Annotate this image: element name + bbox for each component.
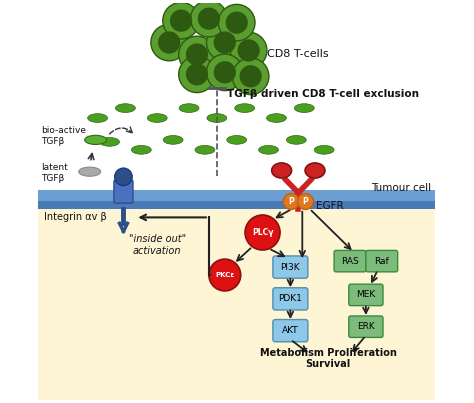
Text: PLCγ: PLCγ bbox=[252, 228, 273, 237]
Circle shape bbox=[237, 39, 260, 62]
FancyBboxPatch shape bbox=[366, 250, 398, 272]
Text: P: P bbox=[302, 197, 309, 206]
Circle shape bbox=[207, 24, 243, 61]
Circle shape bbox=[219, 4, 255, 41]
Ellipse shape bbox=[116, 104, 136, 112]
Text: "inside out"
activation: "inside out" activation bbox=[128, 235, 186, 256]
Ellipse shape bbox=[100, 137, 119, 146]
Text: bio-active
TGFβ: bio-active TGFβ bbox=[41, 126, 86, 145]
Bar bbox=[38, 3, 436, 202]
Circle shape bbox=[186, 43, 208, 66]
Text: CD8 T-cells: CD8 T-cells bbox=[266, 50, 328, 60]
Circle shape bbox=[163, 2, 200, 39]
Text: EGFR: EGFR bbox=[316, 201, 344, 211]
Ellipse shape bbox=[235, 104, 255, 112]
Circle shape bbox=[239, 65, 262, 87]
Text: AKT: AKT bbox=[282, 326, 299, 335]
Text: RAS: RAS bbox=[341, 257, 359, 266]
Ellipse shape bbox=[147, 114, 167, 123]
Text: Metabolism Proliferation
Survival: Metabolism Proliferation Survival bbox=[260, 348, 397, 369]
Circle shape bbox=[226, 12, 248, 34]
Ellipse shape bbox=[266, 114, 286, 123]
Ellipse shape bbox=[207, 114, 227, 123]
Ellipse shape bbox=[179, 104, 199, 112]
Ellipse shape bbox=[79, 167, 100, 176]
Ellipse shape bbox=[272, 163, 292, 178]
Circle shape bbox=[151, 24, 187, 61]
Circle shape bbox=[230, 32, 267, 69]
Circle shape bbox=[232, 58, 269, 95]
Ellipse shape bbox=[163, 135, 183, 144]
Circle shape bbox=[115, 168, 132, 186]
Text: ERK: ERK bbox=[357, 322, 375, 331]
Circle shape bbox=[245, 215, 280, 250]
Circle shape bbox=[179, 36, 215, 73]
Circle shape bbox=[214, 61, 236, 83]
Text: PDK1: PDK1 bbox=[278, 294, 302, 303]
Circle shape bbox=[298, 193, 313, 210]
Circle shape bbox=[209, 259, 241, 291]
Ellipse shape bbox=[227, 135, 246, 144]
FancyBboxPatch shape bbox=[273, 288, 308, 310]
Ellipse shape bbox=[314, 145, 334, 154]
Ellipse shape bbox=[259, 145, 278, 154]
Circle shape bbox=[283, 193, 299, 210]
Circle shape bbox=[179, 56, 215, 93]
Ellipse shape bbox=[88, 114, 108, 123]
Text: P: P bbox=[288, 197, 294, 206]
Text: latent
TGFβ: latent TGFβ bbox=[41, 163, 68, 183]
Text: PI3K: PI3K bbox=[281, 263, 300, 272]
Circle shape bbox=[170, 10, 192, 32]
Circle shape bbox=[207, 54, 243, 91]
Ellipse shape bbox=[131, 145, 151, 154]
Ellipse shape bbox=[305, 163, 325, 178]
Text: PKCε: PKCε bbox=[215, 272, 234, 278]
Bar bbox=[38, 190, 436, 202]
FancyBboxPatch shape bbox=[114, 180, 133, 203]
FancyBboxPatch shape bbox=[273, 256, 308, 278]
FancyBboxPatch shape bbox=[349, 316, 383, 337]
FancyBboxPatch shape bbox=[349, 284, 383, 305]
Bar bbox=[38, 201, 436, 209]
FancyBboxPatch shape bbox=[273, 320, 308, 342]
Text: MEK: MEK bbox=[356, 291, 375, 299]
Circle shape bbox=[186, 63, 208, 85]
FancyBboxPatch shape bbox=[334, 250, 366, 272]
Circle shape bbox=[198, 8, 220, 30]
Circle shape bbox=[214, 31, 236, 54]
Text: Integrin αv β: Integrin αv β bbox=[44, 212, 107, 222]
Ellipse shape bbox=[286, 135, 306, 144]
Ellipse shape bbox=[195, 145, 215, 154]
Text: Raf: Raf bbox=[374, 257, 389, 266]
Circle shape bbox=[158, 31, 180, 54]
Bar bbox=[38, 197, 436, 400]
Ellipse shape bbox=[85, 135, 107, 144]
Text: Tumour cell: Tumour cell bbox=[371, 183, 431, 193]
Text: TGFβ driven CD8 T-cell exclusion: TGFβ driven CD8 T-cell exclusion bbox=[227, 89, 419, 99]
Ellipse shape bbox=[294, 104, 314, 112]
Circle shape bbox=[191, 0, 227, 37]
